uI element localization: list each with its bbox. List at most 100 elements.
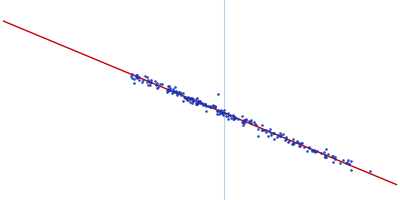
Point: [320, 151, 327, 154]
Point: [239, 114, 246, 117]
Point: [247, 120, 253, 123]
Point: [241, 118, 247, 121]
Point: [275, 134, 281, 137]
Point: [322, 155, 328, 158]
Point: [240, 120, 246, 124]
Point: [168, 91, 175, 94]
Point: [218, 109, 225, 112]
Point: [243, 117, 250, 121]
Point: [189, 102, 196, 105]
Point: [214, 112, 220, 116]
Point: [196, 99, 202, 102]
Point: [224, 117, 231, 120]
Point: [241, 118, 247, 121]
Point: [220, 112, 226, 115]
Point: [210, 104, 216, 108]
Point: [187, 100, 194, 103]
Point: [282, 137, 289, 140]
Point: [266, 130, 273, 133]
Point: [231, 116, 238, 120]
Point: [214, 110, 220, 113]
Point: [259, 124, 266, 127]
Point: [277, 135, 284, 138]
Point: [322, 156, 329, 159]
Point: [134, 76, 140, 80]
Point: [189, 97, 196, 100]
Point: [147, 81, 154, 84]
Point: [346, 162, 352, 166]
Point: [171, 90, 177, 93]
Point: [167, 87, 173, 90]
Point: [144, 83, 151, 86]
Point: [157, 83, 163, 86]
Point: [298, 142, 304, 145]
Point: [252, 123, 258, 126]
Point: [230, 114, 236, 118]
Point: [154, 81, 160, 84]
Point: [294, 140, 300, 143]
Point: [253, 124, 260, 127]
Point: [310, 148, 317, 151]
Point: [311, 150, 318, 153]
Point: [231, 117, 237, 121]
Point: [344, 160, 350, 164]
Point: [254, 135, 261, 138]
Point: [193, 102, 199, 105]
Point: [290, 141, 296, 144]
Point: [304, 149, 310, 152]
Point: [184, 98, 190, 102]
Point: [270, 131, 277, 135]
Point: [215, 110, 222, 113]
Point: [309, 149, 316, 152]
Point: [212, 104, 218, 107]
Point: [278, 134, 284, 137]
Point: [129, 72, 136, 75]
Point: [218, 109, 224, 113]
Point: [239, 121, 246, 124]
Point: [243, 119, 250, 122]
Point: [134, 76, 141, 79]
Point: [171, 91, 178, 94]
Point: [174, 92, 180, 95]
Point: [173, 90, 179, 93]
Point: [159, 82, 166, 86]
Point: [147, 81, 153, 84]
Point: [332, 155, 338, 158]
Point: [190, 100, 196, 103]
Point: [340, 158, 347, 162]
Point: [201, 103, 208, 106]
Point: [187, 97, 193, 100]
Point: [324, 152, 331, 155]
Point: [282, 138, 288, 142]
Point: [286, 139, 292, 142]
Point: [194, 99, 201, 102]
Point: [348, 168, 355, 172]
Point: [131, 77, 137, 80]
Point: [185, 98, 191, 101]
Point: [165, 89, 171, 92]
Point: [267, 131, 274, 135]
Point: [133, 75, 140, 78]
Point: [194, 100, 201, 104]
Point: [154, 86, 161, 89]
Point: [225, 115, 231, 118]
Point: [240, 124, 246, 127]
Point: [271, 131, 278, 135]
Point: [142, 75, 148, 78]
Point: [235, 117, 242, 121]
Point: [182, 97, 189, 100]
Point: [140, 78, 146, 82]
Point: [208, 105, 214, 108]
Point: [128, 77, 135, 80]
Point: [322, 154, 329, 157]
Point: [277, 131, 283, 134]
Point: [299, 142, 305, 145]
Point: [197, 100, 204, 103]
Point: [181, 95, 188, 99]
Point: [345, 158, 352, 162]
Point: [259, 129, 265, 132]
Point: [240, 120, 247, 124]
Point: [322, 156, 328, 159]
Point: [202, 103, 208, 106]
Point: [202, 104, 209, 108]
